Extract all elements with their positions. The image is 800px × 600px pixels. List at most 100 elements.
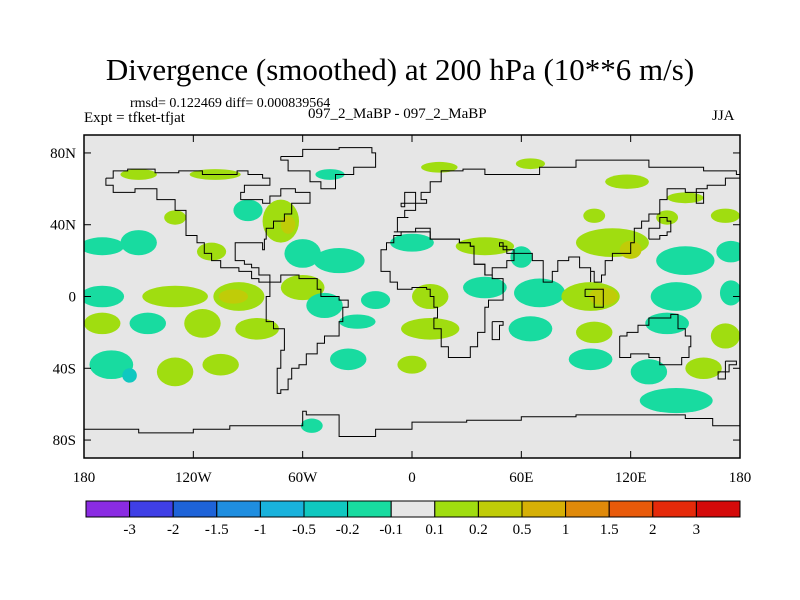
coastline-4 [380, 231, 504, 358]
coastline-0 [105, 168, 311, 283]
lon-tick-label-5: 120E [615, 470, 647, 486]
field-region-2 [315, 169, 345, 180]
colorbar-label-2: -1.5 [205, 522, 229, 538]
field-region-54 [330, 348, 367, 371]
field-region-3 [421, 161, 458, 173]
field-region-57 [630, 359, 668, 385]
colorbar-swatch-8 [434, 500, 479, 518]
field-region-35 [514, 278, 566, 308]
colorbar-label-7: 0.1 [425, 522, 444, 538]
field-region-19 [390, 233, 434, 252]
colorbar-swatch-12 [608, 500, 654, 518]
field-region-7 [164, 210, 187, 225]
field-region-49 [710, 323, 740, 349]
colorbar-label-3: -1 [254, 522, 267, 538]
field-region-44 [339, 314, 376, 329]
field-region-52 [156, 357, 194, 387]
field-region-32 [360, 291, 391, 310]
lat-tick-label-3: 40S [53, 361, 76, 377]
season-label: JJA [712, 108, 735, 124]
colorbar-swatch-13 [652, 500, 697, 518]
colorbar-label-12: 2 [649, 522, 657, 538]
lon-tick-label-3: 0 [408, 470, 416, 486]
colorbar-swatch-0 [85, 500, 131, 518]
coastline-10 [584, 288, 604, 308]
field-region-6 [667, 192, 704, 204]
colorbar-swatch-9 [477, 500, 523, 518]
field-region-56 [568, 348, 613, 371]
field-region-29 [218, 289, 248, 304]
colorbar-swatch-1 [129, 500, 174, 518]
field-region-40 [84, 312, 121, 335]
lat-tick-label-4: 80S [53, 433, 76, 449]
colorbar-label-5: -0.2 [336, 522, 360, 538]
field-region-15 [120, 230, 157, 256]
field-region-41 [129, 312, 166, 335]
field-region-59 [639, 388, 713, 414]
field-region-43 [235, 318, 279, 340]
coastline-3 [393, 159, 740, 283]
coastline-7 [400, 191, 417, 208]
field-region-10 [280, 215, 296, 234]
plot-title: Divergence (smoothed) at 200 hPa (10**6 … [105, 52, 695, 87]
field-region-55 [397, 355, 427, 374]
field-region-45 [401, 318, 460, 340]
field-region-42 [184, 309, 221, 338]
field-region-8 [233, 199, 263, 222]
field-region-50 [89, 350, 134, 380]
coastline-9 [491, 321, 504, 341]
colorbar-swatch-4 [259, 500, 305, 518]
colorbar-label-1: -2 [167, 522, 180, 538]
lon-tick-label-4: 60E [509, 470, 533, 486]
field-region-58 [685, 357, 722, 380]
field-region-4 [515, 158, 546, 170]
coastlines [84, 147, 740, 437]
lon-tick-label-1: 120W [175, 470, 213, 486]
colorbar-label-13: 3 [693, 522, 701, 538]
field-region-27 [142, 285, 208, 308]
axis-ticks: 80N 40N 0 40S 80S 180 120W 60W 0 60E 120E 180 [50, 135, 751, 486]
coastline-6 [84, 410, 740, 437]
field-region-30 [280, 274, 325, 301]
field-region-51 [122, 368, 137, 383]
colorbar: -3 -2 -1.5 -1 -0.5 -0.2 -0.1 0.1 0.2 0.5 1 1.5 2 3 [85, 500, 741, 538]
lat-tick-label-1: 40N [50, 218, 76, 234]
field-region-60 [300, 418, 323, 433]
coastline-1 [265, 274, 349, 394]
colorbar-label-6: -0.1 [379, 522, 403, 538]
colorbar-swatch-3 [216, 500, 261, 518]
field-region-46 [508, 316, 553, 342]
colorbar-swatch-11 [565, 500, 610, 518]
lon-tick-label-0: 180 [73, 470, 96, 486]
coastline-2 [280, 147, 377, 190]
field-region-39 [719, 280, 740, 306]
field-region-20 [455, 237, 515, 256]
runs-label: 097_2_MaBP - 097_2_MaBP [308, 106, 487, 122]
field-region-18 [313, 248, 365, 274]
colorbar-swatch-14 [695, 500, 741, 518]
coastline-11 [717, 360, 737, 380]
colorbar-swatch-5 [303, 500, 349, 518]
field-region-26 [84, 285, 125, 308]
field-region-21 [510, 246, 533, 268]
colorbar-swatch-6 [347, 500, 392, 518]
stats-text: rmsd= 0.122469 diff= 0.000839564 [130, 96, 331, 111]
lon-tick-label-2: 60W [288, 470, 318, 486]
experiment-label: Expt = tfket-tfjat [84, 110, 185, 126]
field-region-0 [120, 169, 157, 180]
field-region-14 [84, 237, 125, 256]
field-region-34 [463, 276, 507, 299]
colorbar-label-11: 1.5 [600, 522, 619, 538]
field-region-17 [284, 239, 321, 268]
field-region-48 [645, 312, 689, 335]
colorbar-label-4: -0.5 [292, 522, 316, 538]
lat-tick-label-2: 0 [69, 290, 77, 306]
field-region-25 [716, 240, 740, 263]
colorbar-label-10: 1 [562, 522, 570, 538]
colorbar-swatch-7 [390, 500, 436, 518]
field-region-38 [650, 282, 702, 311]
colorbar-label-8: 0.2 [469, 522, 488, 538]
colorbar-swatch-2 [172, 500, 218, 518]
field-region-47 [576, 321, 613, 344]
